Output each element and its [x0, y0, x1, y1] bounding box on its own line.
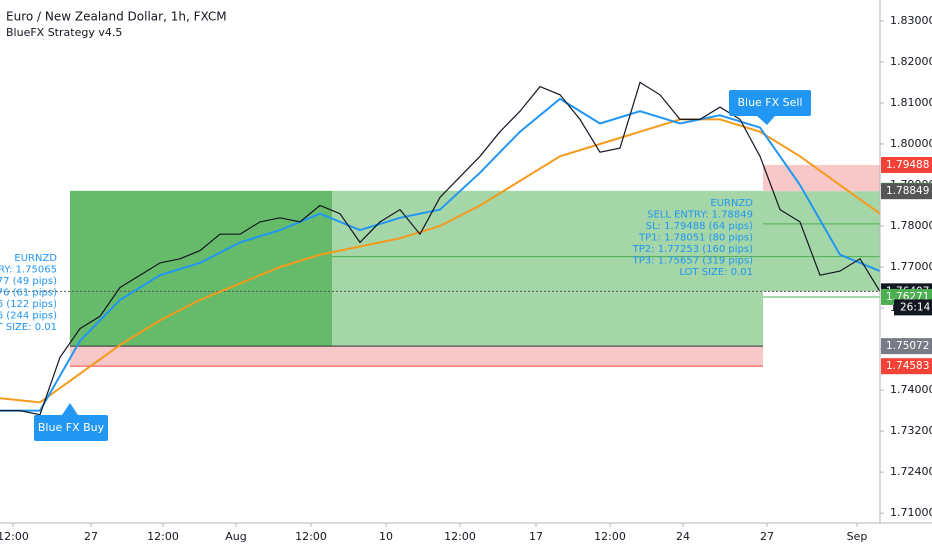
- series-line: [0, 118, 881, 404]
- zone: [70, 346, 763, 367]
- y-tick-label: 1.80000: [890, 137, 932, 150]
- price-tag: [881, 338, 932, 355]
- price-tag-label: 1.79488: [886, 159, 929, 171]
- y-tick-label: 1.73200: [890, 424, 932, 437]
- sell-info: SL: 1.79488 (64 pips): [646, 221, 753, 232]
- x-tick-label: 12:00: [295, 530, 327, 543]
- sell-label: Blue FX Sell: [737, 96, 802, 109]
- y-tick-label: 1.81000: [890, 96, 932, 109]
- y-tick-label: 1.74000: [890, 383, 932, 396]
- y-tick-label: 1.77000: [890, 260, 932, 273]
- x-tick-label: 24: [676, 530, 690, 543]
- x-tick-label: Aug: [225, 530, 246, 543]
- plot-area: [0, 81, 881, 416]
- buy-label-box: [34, 415, 108, 441]
- sell-info: EURNZD: [710, 198, 753, 209]
- buy-info: BUY ENTRY: 1.75065: [0, 265, 57, 276]
- sell-info: SELL ENTRY: 1.78849: [647, 210, 753, 221]
- countdown: 26:14: [900, 301, 931, 313]
- x-tick-label: Sep: [847, 530, 868, 543]
- x-tick-label: 27: [760, 530, 774, 543]
- y-tick-label: 1.78000: [890, 219, 932, 232]
- sell-info: LOT SIZE: 0.01: [679, 267, 753, 278]
- sell-info: TP3: 1.75657 (319 pips): [632, 256, 753, 267]
- buy-pointer: [62, 403, 78, 415]
- y-tick-label: 1.71000: [890, 506, 932, 519]
- buy-label: Blue FX Buy: [38, 421, 105, 434]
- x-tick-label: 12:00: [147, 530, 179, 543]
- x-tick-label: 10: [379, 530, 393, 543]
- x-tick-label: 27: [84, 530, 98, 543]
- buy-info: TP1: 1.75676 (61 pips): [0, 288, 57, 299]
- x-tick-label: 12:00: [0, 530, 29, 543]
- x-tick-label: 12:00: [594, 530, 626, 543]
- buy-info: TP2: 1.76286 (122 pips): [0, 299, 57, 310]
- zone: [70, 190, 332, 347]
- price-tag: [881, 183, 932, 200]
- x-tick-label: 12:00: [444, 530, 476, 543]
- y-tick-label: 1.82000: [890, 55, 932, 68]
- series-line: [0, 97, 881, 412]
- price-tag-label: 1.78849: [886, 185, 929, 197]
- sell-label-box: [729, 90, 811, 116]
- y-tick-label: 1.83000: [890, 14, 932, 27]
- y-tick-label: 1.72400: [890, 465, 932, 478]
- sell-pointer: [757, 116, 775, 125]
- sell-info: TP1: 1.78051 (80 pips): [638, 233, 753, 244]
- sell-info: TP2: 1.77253 (160 pips): [632, 244, 753, 255]
- price-tag: [881, 156, 932, 173]
- price-tag-label: 1.75072: [886, 340, 929, 352]
- x-tick-label: 17: [529, 530, 543, 543]
- buy-info: EURNZD: [14, 253, 57, 264]
- countdown-box: [894, 299, 932, 316]
- zone: [763, 164, 880, 192]
- price-tag: [881, 358, 932, 375]
- buy-info: SL: 1.74577 (49 pips): [0, 276, 57, 287]
- zone: [763, 191, 880, 292]
- chart-title: Euro / New Zealand Dollar, 1h, FXCM: [6, 10, 227, 24]
- buy-info: LOT SIZE: 0.01: [0, 322, 57, 333]
- buy-info: TP3: 1.77506 (244 pips): [0, 311, 57, 322]
- price-tag-label: 1.74583: [886, 360, 929, 372]
- chart-subtitle: BlueFX Strategy v4.5: [6, 26, 122, 39]
